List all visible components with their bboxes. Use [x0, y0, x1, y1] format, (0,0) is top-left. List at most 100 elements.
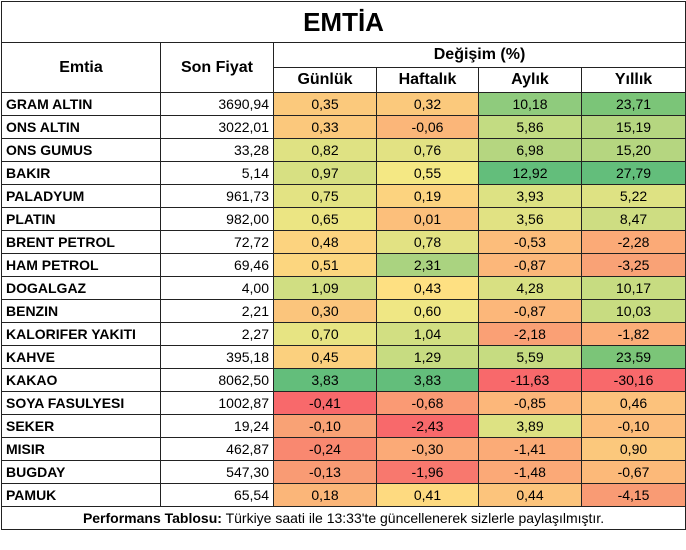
- table-row: SOYA FASULYESI 1002,87 -0,41 -0,68 -0,85 0,46: [1, 391, 686, 415]
- daily-change: 0,70: [273, 322, 377, 346]
- yearly-change: 10,17: [580, 276, 686, 300]
- last-price: 982,00: [160, 207, 274, 231]
- yearly-change: 5,22: [580, 184, 686, 208]
- table-row: GRAM ALTIN 3690,94 0,35 0,32 10,18 23,71: [1, 92, 686, 116]
- yearly-change: -3,25: [580, 253, 686, 277]
- monthly-change: 3,89: [478, 414, 582, 438]
- last-price: 69,46: [160, 253, 274, 277]
- monthly-change: 10,18: [478, 92, 582, 116]
- yearly-change: -0,67: [580, 460, 686, 484]
- header-monthly: Aylık: [478, 67, 582, 93]
- daily-change: -0,10: [273, 414, 377, 438]
- yearly-change: 23,71: [580, 92, 686, 116]
- header-commodity: Emtia: [1, 42, 161, 93]
- commodity-name: SOYA FASULYESI: [1, 391, 161, 415]
- daily-change: -0,41: [273, 391, 377, 415]
- daily-change: 0,35: [273, 92, 377, 116]
- weekly-change: -1,96: [376, 460, 479, 484]
- commodity-name: PALADYUM: [1, 184, 161, 208]
- header-change-group: Değişim (%): [272, 42, 686, 68]
- table-row: HAM PETROL 69,46 0,51 2,31 -0,87 -3,25: [1, 253, 686, 277]
- yearly-change: -1,82: [580, 322, 686, 346]
- table-row: BUGDAY 547,30 -0,13 -1,96 -1,48 -0,67: [1, 460, 686, 484]
- daily-change: 0,48: [273, 230, 377, 254]
- last-price: 72,72: [160, 230, 274, 254]
- yearly-change: -4,15: [580, 483, 686, 507]
- table-row: KALORIFER YAKITI 2,27 0,70 1,04 -2,18 -1,82: [1, 322, 686, 346]
- last-price: 3022,01: [160, 115, 274, 139]
- yearly-change: 10,03: [580, 299, 686, 323]
- monthly-change: 4,28: [478, 276, 582, 300]
- monthly-change: 12,92: [478, 161, 582, 185]
- last-price: 395,18: [160, 345, 274, 369]
- footer-text: Türkiye saati ile 13:33'te güncellenerek…: [221, 510, 605, 526]
- table-row: BAKIR 5,14 0,97 0,55 12,92 27,79: [1, 161, 686, 185]
- weekly-change: 0,60: [376, 299, 479, 323]
- weekly-change: 0,55: [376, 161, 479, 185]
- daily-change: 0,51: [273, 253, 377, 277]
- weekly-change: 0,01: [376, 207, 479, 231]
- table-row: SEKER 19,24 -0,10 -2,43 3,89 -0,10: [1, 414, 686, 438]
- monthly-change: 5,59: [478, 345, 582, 369]
- monthly-change: 5,86: [478, 115, 582, 139]
- weekly-change: -2,43: [376, 414, 479, 438]
- yearly-change: -30,16: [580, 368, 686, 392]
- weekly-change: -0,06: [376, 115, 479, 139]
- commodity-name: HAM PETROL: [1, 253, 161, 277]
- weekly-change: 0,76: [376, 138, 479, 162]
- footer-label: Performans Tablosu:: [82, 510, 222, 526]
- commodity-name: KALORIFER YAKITI: [1, 322, 161, 346]
- last-price: 961,73: [160, 184, 274, 208]
- table-row: ONS GUMUS 33,28 0,82 0,76 6,98 15,20: [1, 138, 686, 162]
- weekly-change: 0,43: [376, 276, 479, 300]
- last-price: 19,24: [160, 414, 274, 438]
- commodity-name: KAKAO: [1, 368, 161, 392]
- table-row: BRENT PETROL 72,72 0,48 0,78 -0,53 -2,28: [1, 230, 686, 254]
- last-price: 2,21: [160, 299, 274, 323]
- commodity-name: DOGALGAZ: [1, 276, 161, 300]
- commodity-name: BENZIN: [1, 299, 161, 323]
- yearly-change: 8,47: [580, 207, 686, 231]
- last-price: 462,87: [160, 437, 274, 461]
- daily-change: 0,30: [273, 299, 377, 323]
- daily-change: 0,75: [273, 184, 377, 208]
- table-body: GRAM ALTIN 3690,94 0,35 0,32 10,18 23,71 ONS A…: [1, 92, 686, 507]
- weekly-change: 0,19: [376, 184, 479, 208]
- weekly-change: 0,78: [376, 230, 479, 254]
- monthly-change: -11,63: [478, 368, 582, 392]
- commodity-name: BAKIR: [1, 161, 161, 185]
- commodity-name: BRENT PETROL: [1, 230, 161, 254]
- commodity-name: GRAM ALTIN: [1, 92, 161, 116]
- yearly-change: 15,20: [580, 138, 686, 162]
- daily-change: 0,18: [273, 483, 377, 507]
- monthly-change: -2,18: [478, 322, 582, 346]
- commodity-name: ONS GUMUS: [1, 138, 161, 162]
- table-row: BENZIN 2,21 0,30 0,60 -0,87 10,03: [1, 299, 686, 323]
- last-price: 8062,50: [160, 368, 274, 392]
- commodity-name: MISIR: [1, 437, 161, 461]
- table-title: EMTİA: [0, 1, 686, 43]
- yearly-change: 23,59: [580, 345, 686, 369]
- weekly-change: 0,32: [376, 92, 479, 116]
- commodity-name: PLATIN: [1, 207, 161, 231]
- last-price: 3690,94: [160, 92, 274, 116]
- monthly-change: -0,87: [478, 299, 582, 323]
- daily-change: 3,83: [273, 368, 377, 392]
- commodity-name: SEKER: [1, 414, 161, 438]
- daily-change: 0,45: [273, 345, 377, 369]
- last-price: 1002,87: [160, 391, 274, 415]
- footer-note: Performans Tablosu: Türkiye saati ile 13…: [0, 506, 686, 530]
- header-price: Son Fiyat: [160, 42, 274, 93]
- daily-change: 1,09: [273, 276, 377, 300]
- commodity-name: KAHVE: [1, 345, 161, 369]
- monthly-change: -0,53: [478, 230, 582, 254]
- monthly-change: 0,44: [478, 483, 582, 507]
- commodity-name: BUGDAY: [1, 460, 161, 484]
- last-price: 65,54: [160, 483, 274, 507]
- table-row: DOGALGAZ 4,00 1,09 0,43 4,28 10,17: [1, 276, 686, 300]
- yearly-change: -2,28: [580, 230, 686, 254]
- header-daily: Günlük: [273, 67, 377, 93]
- commodity-name: ONS ALTIN: [1, 115, 161, 139]
- monthly-change: -1,41: [478, 437, 582, 461]
- table-row: PALADYUM 961,73 0,75 0,19 3,93 5,22: [1, 184, 686, 208]
